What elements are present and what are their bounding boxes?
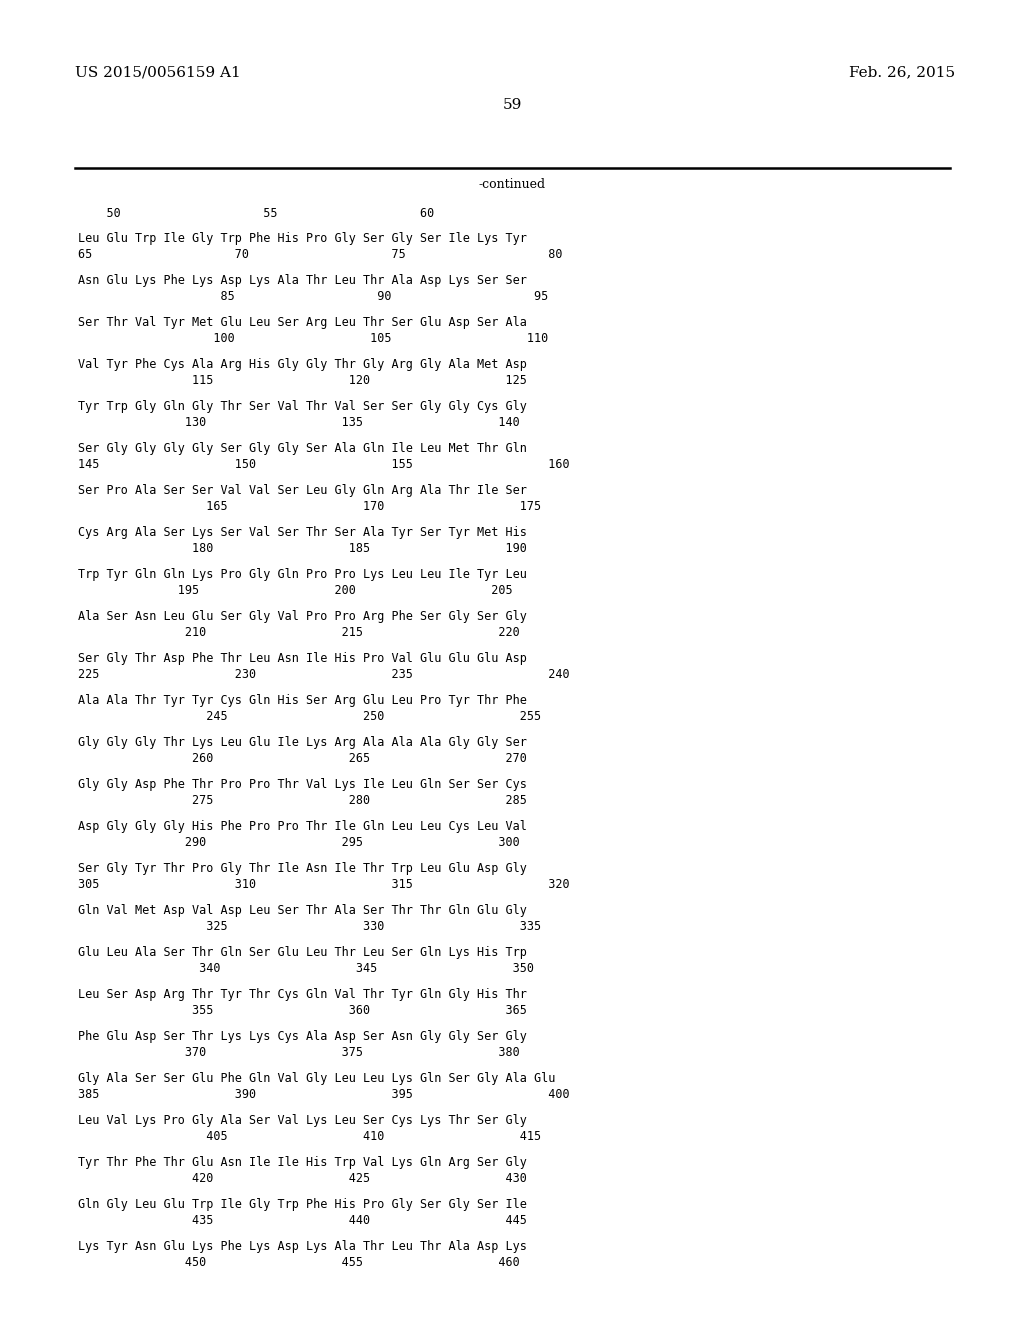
- Text: 325                   330                   335: 325 330 335: [78, 920, 541, 933]
- Text: Asp Gly Gly Gly His Phe Pro Pro Thr Ile Gln Leu Leu Cys Leu Val: Asp Gly Gly Gly His Phe Pro Pro Thr Ile …: [78, 820, 527, 833]
- Text: Ser Gly Gly Gly Gly Ser Gly Gly Ser Ala Gln Ile Leu Met Thr Gln: Ser Gly Gly Gly Gly Ser Gly Gly Ser Ala …: [78, 442, 527, 455]
- Text: 245                   250                   255: 245 250 255: [78, 710, 541, 723]
- Text: 405                   410                   415: 405 410 415: [78, 1130, 541, 1143]
- Text: 260                   265                   270: 260 265 270: [78, 752, 527, 766]
- Text: US 2015/0056159 A1: US 2015/0056159 A1: [75, 65, 241, 79]
- Text: 420                   425                   430: 420 425 430: [78, 1172, 527, 1185]
- Text: Feb. 26, 2015: Feb. 26, 2015: [849, 65, 955, 79]
- Text: 115                   120                   125: 115 120 125: [78, 374, 527, 387]
- Text: 370                   375                   380: 370 375 380: [78, 1045, 520, 1059]
- Text: Val Tyr Phe Cys Ala Arg His Gly Gly Thr Gly Arg Gly Ala Met Asp: Val Tyr Phe Cys Ala Arg His Gly Gly Thr …: [78, 358, 527, 371]
- Text: Trp Tyr Gln Gln Lys Pro Gly Gln Pro Pro Lys Leu Leu Ile Tyr Leu: Trp Tyr Gln Gln Lys Pro Gly Gln Pro Pro …: [78, 568, 527, 581]
- Text: Lys Tyr Asn Glu Lys Phe Lys Asp Lys Ala Thr Leu Thr Ala Asp Lys: Lys Tyr Asn Glu Lys Phe Lys Asp Lys Ala …: [78, 1239, 527, 1253]
- Text: 340                   345                   350: 340 345 350: [78, 962, 534, 975]
- Text: 210                   215                   220: 210 215 220: [78, 626, 520, 639]
- Text: 165                   170                   175: 165 170 175: [78, 500, 541, 513]
- Text: Leu Glu Trp Ile Gly Trp Phe His Pro Gly Ser Gly Ser Ile Lys Tyr: Leu Glu Trp Ile Gly Trp Phe His Pro Gly …: [78, 232, 527, 246]
- Text: 385                   390                   395                   400: 385 390 395 400: [78, 1088, 569, 1101]
- Text: 180                   185                   190: 180 185 190: [78, 543, 527, 554]
- Text: Ala Ala Thr Tyr Tyr Cys Gln His Ser Arg Glu Leu Pro Tyr Thr Phe: Ala Ala Thr Tyr Tyr Cys Gln His Ser Arg …: [78, 694, 527, 708]
- Text: 275                   280                   285: 275 280 285: [78, 795, 527, 807]
- Text: Ser Gly Thr Asp Phe Thr Leu Asn Ile His Pro Val Glu Glu Glu Asp: Ser Gly Thr Asp Phe Thr Leu Asn Ile His …: [78, 652, 527, 665]
- Text: 435                   440                   445: 435 440 445: [78, 1214, 527, 1228]
- Text: Phe Glu Asp Ser Thr Lys Lys Cys Ala Asp Ser Asn Gly Gly Ser Gly: Phe Glu Asp Ser Thr Lys Lys Cys Ala Asp …: [78, 1030, 527, 1043]
- Text: 145                   150                   155                   160: 145 150 155 160: [78, 458, 569, 471]
- Text: 100                   105                   110: 100 105 110: [78, 333, 548, 345]
- Text: 450                   455                   460: 450 455 460: [78, 1257, 520, 1269]
- Text: Gln Gly Leu Glu Trp Ile Gly Trp Phe His Pro Gly Ser Gly Ser Ile: Gln Gly Leu Glu Trp Ile Gly Trp Phe His …: [78, 1199, 527, 1210]
- Text: Leu Ser Asp Arg Thr Tyr Thr Cys Gln Val Thr Tyr Gln Gly His Thr: Leu Ser Asp Arg Thr Tyr Thr Cys Gln Val …: [78, 987, 527, 1001]
- Text: Cys Arg Ala Ser Lys Ser Val Ser Thr Ser Ala Tyr Ser Tyr Met His: Cys Arg Ala Ser Lys Ser Val Ser Thr Ser …: [78, 525, 527, 539]
- Text: 305                   310                   315                   320: 305 310 315 320: [78, 878, 569, 891]
- Text: Ser Pro Ala Ser Ser Val Val Ser Leu Gly Gln Arg Ala Thr Ile Ser: Ser Pro Ala Ser Ser Val Val Ser Leu Gly …: [78, 484, 527, 498]
- Text: Ser Gly Tyr Thr Pro Gly Thr Ile Asn Ile Thr Trp Leu Glu Asp Gly: Ser Gly Tyr Thr Pro Gly Thr Ile Asn Ile …: [78, 862, 527, 875]
- Text: Gly Ala Ser Ser Glu Phe Gln Val Gly Leu Leu Lys Gln Ser Gly Ala Glu: Gly Ala Ser Ser Glu Phe Gln Val Gly Leu …: [78, 1072, 555, 1085]
- Text: 50                    55                    60: 50 55 60: [78, 207, 434, 220]
- Text: Tyr Thr Phe Thr Glu Asn Ile Ile His Trp Val Lys Gln Arg Ser Gly: Tyr Thr Phe Thr Glu Asn Ile Ile His Trp …: [78, 1156, 527, 1170]
- Text: 195                   200                   205: 195 200 205: [78, 583, 513, 597]
- Text: 85                    90                    95: 85 90 95: [78, 290, 548, 304]
- Text: Gln Val Met Asp Val Asp Leu Ser Thr Ala Ser Thr Thr Gln Glu Gly: Gln Val Met Asp Val Asp Leu Ser Thr Ala …: [78, 904, 527, 917]
- Text: 225                   230                   235                   240: 225 230 235 240: [78, 668, 569, 681]
- Text: Glu Leu Ala Ser Thr Gln Ser Glu Leu Thr Leu Ser Gln Lys His Trp: Glu Leu Ala Ser Thr Gln Ser Glu Leu Thr …: [78, 946, 527, 960]
- Text: Gly Gly Gly Thr Lys Leu Glu Ile Lys Arg Ala Ala Ala Gly Gly Ser: Gly Gly Gly Thr Lys Leu Glu Ile Lys Arg …: [78, 737, 527, 748]
- Text: Tyr Trp Gly Gln Gly Thr Ser Val Thr Val Ser Ser Gly Gly Cys Gly: Tyr Trp Gly Gln Gly Thr Ser Val Thr Val …: [78, 400, 527, 413]
- Text: Asn Glu Lys Phe Lys Asp Lys Ala Thr Leu Thr Ala Asp Lys Ser Ser: Asn Glu Lys Phe Lys Asp Lys Ala Thr Leu …: [78, 275, 527, 286]
- Text: Gly Gly Asp Phe Thr Pro Pro Thr Val Lys Ile Leu Gln Ser Ser Cys: Gly Gly Asp Phe Thr Pro Pro Thr Val Lys …: [78, 777, 527, 791]
- Text: Ala Ser Asn Leu Glu Ser Gly Val Pro Pro Arg Phe Ser Gly Ser Gly: Ala Ser Asn Leu Glu Ser Gly Val Pro Pro …: [78, 610, 527, 623]
- Text: -continued: -continued: [478, 178, 546, 191]
- Text: Ser Thr Val Tyr Met Glu Leu Ser Arg Leu Thr Ser Glu Asp Ser Ala: Ser Thr Val Tyr Met Glu Leu Ser Arg Leu …: [78, 315, 527, 329]
- Text: 355                   360                   365: 355 360 365: [78, 1005, 527, 1016]
- Text: 65                    70                    75                    80: 65 70 75 80: [78, 248, 562, 261]
- Text: Leu Val Lys Pro Gly Ala Ser Val Lys Leu Ser Cys Lys Thr Ser Gly: Leu Val Lys Pro Gly Ala Ser Val Lys Leu …: [78, 1114, 527, 1127]
- Text: 290                   295                   300: 290 295 300: [78, 836, 520, 849]
- Text: 59: 59: [503, 98, 521, 112]
- Text: 130                   135                   140: 130 135 140: [78, 416, 520, 429]
